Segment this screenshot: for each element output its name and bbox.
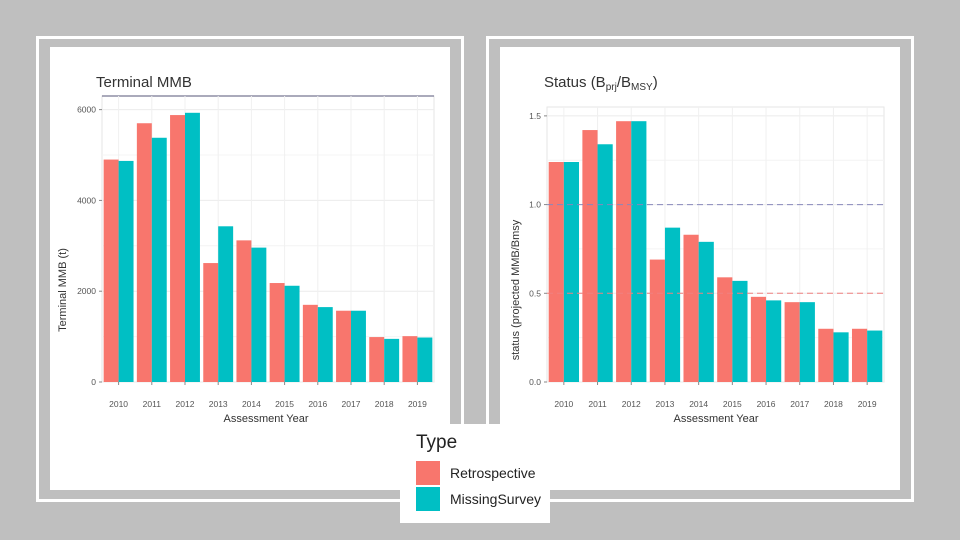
bar-retrospective-2017 [336, 310, 351, 382]
y-tick-label: 0.0 [529, 377, 541, 387]
x-tick-label: 2017 [790, 399, 809, 409]
bar-retrospective-2016 [302, 304, 318, 382]
x-tick-label: 2019 [858, 399, 877, 409]
bar-retrospective-2011 [582, 130, 598, 382]
x-tick-label: 2017 [342, 399, 361, 409]
bar-retrospective-2011 [136, 123, 152, 382]
x-tick-label: 2010 [554, 399, 573, 409]
y-axis-label: status (projected MMB/Bmsy [510, 219, 522, 360]
bar-missingsurvey-2019 [417, 337, 433, 382]
bar-retrospective-2018 [818, 328, 834, 382]
x-tick-label: 2012 [622, 399, 641, 409]
bar-retrospective-2010 [548, 162, 564, 382]
bar-missingsurvey-2015 [732, 280, 748, 382]
bar-retrospective-2010 [103, 159, 119, 382]
bar-retrospective-2012 [616, 121, 632, 383]
legend-key-missingsurvey [416, 487, 440, 511]
x-tick-label: 2011 [588, 399, 607, 409]
chart-title: Status (Bprj/BMSY) [544, 74, 658, 93]
bar-missingsurvey-2019 [867, 330, 883, 382]
left-panel-frame [36, 36, 464, 502]
title-mid: /B [617, 74, 631, 91]
legend-key-retrospective [416, 461, 440, 485]
x-tick-label: 2013 [655, 399, 674, 409]
legend-label-retrospective: Retrospective [450, 465, 536, 481]
y-tick-label: 2000 [77, 286, 96, 296]
y-tick-label: 6000 [77, 105, 96, 115]
bar-retrospective-2015 [269, 283, 285, 382]
status-chart: Status (Bprj/BMSY) status (projected MMB… [510, 74, 885, 425]
title-sub-msy: MSY [631, 82, 653, 93]
bar-retrospective-2013 [203, 263, 219, 382]
y-tick-label: 4000 [77, 195, 96, 205]
bar-retrospective-2019 [851, 328, 868, 382]
legend: Type Retrospective MissingSurvey [400, 424, 550, 523]
x-tick-label: 2016 [308, 399, 327, 409]
bar-retrospective-2012 [170, 115, 185, 383]
x-tick-label: 2015 [275, 399, 294, 409]
x-tick-label: 2013 [209, 399, 228, 409]
x-tick-label: 2015 [723, 399, 742, 409]
x-tick-label: 2018 [375, 399, 394, 409]
bar-missingsurvey-2012 [631, 121, 647, 383]
bar-missingsurvey-2011 [151, 137, 167, 382]
bar-retrospective-2015 [717, 277, 733, 382]
bar-missingsurvey-2018 [384, 338, 400, 382]
x-tick-label: 2018 [824, 399, 843, 409]
y-tick-label: 0 [91, 377, 96, 387]
bar-missingsurvey-2012 [185, 112, 200, 383]
right-panel-frame [486, 36, 914, 502]
right-panel: Status (Bprj/BMSY) status (projected MMB… [500, 47, 900, 490]
y-tick-label: 1.0 [529, 200, 541, 210]
y-axis-label: Terminal MMB (t) [57, 248, 69, 332]
chart-title: Terminal MMB [96, 74, 192, 91]
x-tick-label: 2012 [176, 399, 195, 409]
bar-retrospective-2014 [236, 240, 252, 382]
bar-missingsurvey-2017 [351, 310, 366, 382]
bar-missingsurvey-2014 [251, 247, 267, 382]
bar-retrospective-2013 [649, 259, 665, 382]
legend-label-missingsurvey: MissingSurvey [450, 491, 542, 507]
bar-missingsurvey-2013 [664, 227, 681, 382]
bar-missingsurvey-2018 [833, 332, 849, 382]
x-tick-label: 2014 [689, 399, 708, 409]
bar-retrospective-2019 [402, 336, 418, 382]
title-end: ) [653, 74, 658, 91]
x-tick-label: 2016 [757, 399, 776, 409]
title-sub-prj: prj [606, 82, 617, 93]
left-panel: Terminal MMB Terminal MMB (t) Assessment… [50, 47, 450, 490]
bar-retrospective-2017 [784, 302, 800, 382]
x-axis-label: Assessment Year [224, 413, 309, 425]
title-main: Status (B [544, 74, 606, 91]
terminal-mmb-chart: Terminal MMB Terminal MMB (t) Assessment… [57, 74, 435, 425]
bar-missingsurvey-2010 [563, 162, 580, 382]
bar-retrospective-2014 [683, 234, 699, 382]
bar-missingsurvey-2014 [698, 241, 714, 382]
bar-missingsurvey-2017 [799, 302, 815, 382]
bar-retrospective-2018 [369, 337, 385, 382]
bar-missingsurvey-2016 [766, 300, 782, 382]
x-axis-label: Assessment Year [674, 413, 759, 425]
x-tick-label: 2011 [143, 399, 162, 409]
x-tick-label: 2010 [109, 399, 128, 409]
x-tick-label: 2019 [408, 399, 427, 409]
bar-missingsurvey-2010 [118, 160, 134, 382]
x-tick-label: 2014 [242, 399, 261, 409]
bar-missingsurvey-2015 [284, 285, 300, 382]
y-tick-label: 0.5 [529, 288, 541, 298]
bar-missingsurvey-2013 [218, 226, 234, 382]
y-tick-label: 1.5 [529, 111, 541, 121]
bar-retrospective-2016 [750, 296, 767, 382]
bar-missingsurvey-2011 [597, 144, 613, 382]
bar-missingsurvey-2016 [317, 307, 333, 382]
legend-title: Type [416, 432, 458, 453]
